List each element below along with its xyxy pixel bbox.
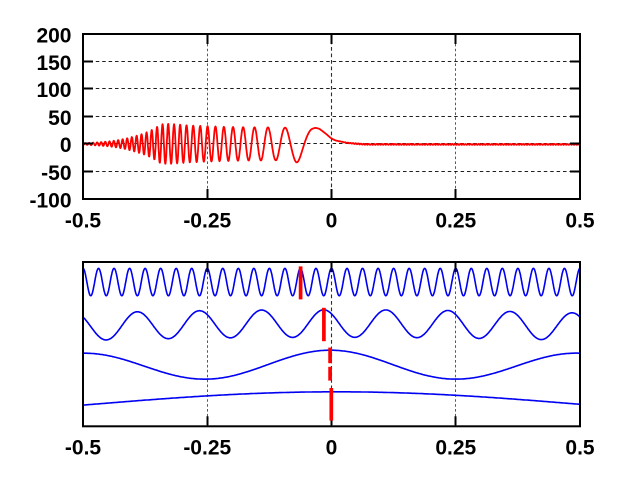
svg-text:-0.25: -0.25 [183, 436, 231, 459]
svg-text:0.5: 0.5 [565, 436, 595, 459]
svg-text:0.5: 0.5 [565, 209, 595, 232]
svg-text:0: 0 [60, 134, 72, 157]
svg-text:100: 100 [36, 79, 71, 102]
svg-text:-0.5: -0.5 [65, 436, 102, 459]
svg-text:0: 0 [326, 436, 338, 459]
svg-text:150: 150 [36, 52, 71, 75]
svg-text:0.25: 0.25 [435, 209, 476, 232]
svg-text:-50: -50 [41, 162, 71, 185]
svg-text:0: 0 [326, 209, 338, 232]
svg-text:-0.25: -0.25 [183, 209, 231, 232]
svg-text:200: 200 [36, 25, 71, 48]
svg-text:-0.5: -0.5 [65, 209, 102, 232]
svg-text:-100: -100 [29, 190, 71, 213]
svg-text:0.25: 0.25 [435, 436, 476, 459]
svg-text:50: 50 [48, 107, 71, 130]
